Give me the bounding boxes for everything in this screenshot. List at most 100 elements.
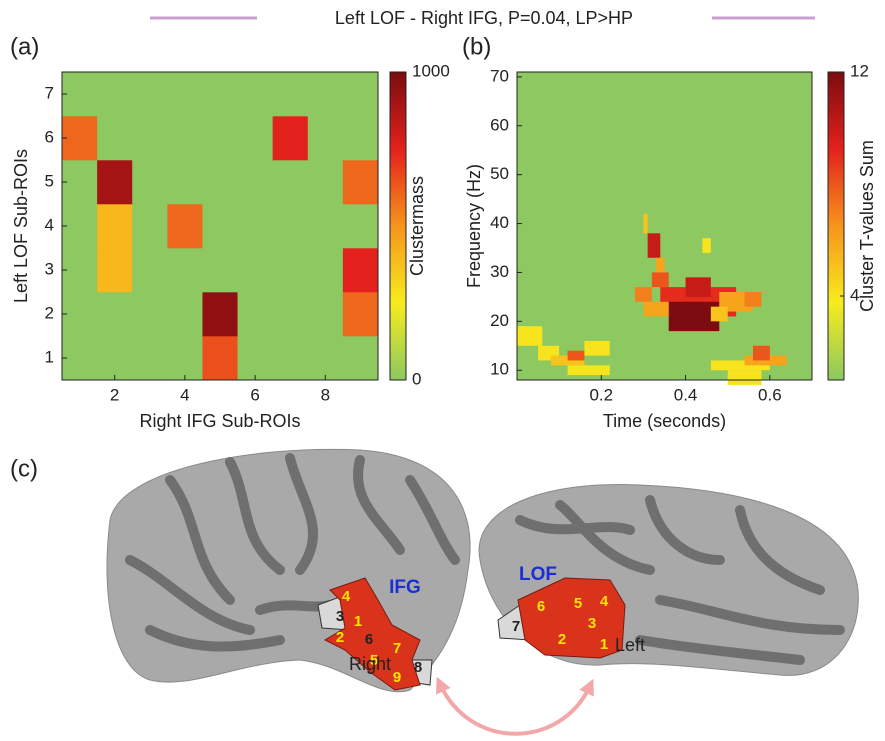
roi-number: 2 (336, 629, 344, 646)
tf-cell (568, 365, 610, 375)
tf-cell (686, 277, 711, 297)
colorbar (390, 72, 406, 380)
tf-cell (517, 326, 542, 346)
tf-cell (635, 287, 652, 302)
heat-cell (343, 248, 378, 292)
heat-cell (97, 336, 132, 380)
y-tick-label: 20 (490, 311, 509, 330)
roi-number: 6 (365, 631, 373, 648)
heat-cell (308, 160, 343, 204)
heat-cell (62, 116, 97, 160)
heat-cell (167, 160, 202, 204)
heat-cell (62, 248, 97, 292)
roi-number: 8 (414, 659, 422, 676)
x-axis-label: Right IFG Sub-ROIs (139, 411, 300, 431)
roi-number: 1 (600, 636, 608, 653)
heat-cell (273, 160, 308, 204)
page: {"header": {"title": "Left LOF - Right I… (0, 0, 885, 741)
heat-cell (167, 116, 202, 160)
x-tick-label: 2 (110, 385, 119, 404)
colorbar-tick-label: 1000 (412, 61, 450, 80)
heat-cell (308, 248, 343, 292)
y-axis-label: Frequency (Hz) (464, 164, 484, 288)
heat-cell (343, 160, 378, 204)
heat-cell (273, 72, 308, 116)
panel-label: (b) (462, 33, 491, 60)
heat-cell (97, 72, 132, 116)
heat-cell (132, 204, 167, 248)
heat-cell (308, 116, 343, 160)
heat-cell (62, 204, 97, 248)
heat-cell (132, 248, 167, 292)
x-tick-label: 4 (180, 385, 189, 404)
heat-cell (308, 292, 343, 336)
heat-cell (238, 248, 273, 292)
y-tick-label: 4 (45, 215, 54, 234)
roi-number: 3 (588, 615, 596, 632)
y-tick-label: 6 (45, 127, 54, 146)
tf-cell (568, 351, 585, 361)
region-label: LOF (519, 564, 557, 585)
heat-cell (238, 292, 273, 336)
x-tick-label: 6 (250, 385, 259, 404)
roi-number: 9 (393, 669, 401, 686)
tf-cell (753, 346, 770, 361)
heat-cell (343, 204, 378, 248)
roi-number: 4 (600, 593, 609, 610)
roi-number: 2 (558, 631, 566, 648)
figure: Left LOF - Right IFG, P=0.04, LP>HP(a)(b… (0, 0, 885, 736)
y-tick-label: 60 (490, 115, 509, 134)
y-tick-label: 2 (45, 303, 54, 322)
colorbar-tick-label: 0 (412, 369, 421, 388)
tf-cell (711, 307, 728, 322)
tf-cell (728, 370, 762, 385)
panel-label: (a) (10, 33, 39, 60)
heat-cell (202, 336, 237, 380)
heat-cell (273, 248, 308, 292)
heat-cell (97, 116, 132, 160)
heat-cell (308, 204, 343, 248)
tf-cell (648, 233, 661, 257)
roi-number: 3 (336, 608, 344, 625)
heat-cell (62, 160, 97, 204)
heat-cell (202, 160, 237, 204)
tf-cell (652, 272, 669, 287)
heat-cell (97, 204, 132, 248)
heat-cell (202, 204, 237, 248)
roi-number: 6 (537, 598, 545, 615)
colorbar-tick-label: 12 (850, 61, 869, 80)
y-axis-label: Left LOF Sub-ROIs (11, 149, 31, 303)
y-tick-label: 5 (45, 171, 54, 190)
tf-cell (656, 258, 664, 273)
hemisphere-label: Left (615, 635, 645, 655)
panel-label: (c) (10, 455, 38, 482)
roi-number: 1 (354, 613, 362, 630)
heat-cell (62, 72, 97, 116)
y-tick-label: 50 (490, 164, 509, 183)
heat-cell (167, 248, 202, 292)
heat-cell (343, 72, 378, 116)
y-tick-label: 70 (490, 66, 509, 85)
tf-cell (643, 302, 668, 317)
y-tick-label: 1 (45, 347, 54, 366)
tf-cell (643, 214, 647, 234)
chart-tf_map: 0.20.40.610203040506070Time (seconds)Fre… (464, 61, 877, 430)
chart-heatmap: 24681234567Right IFG Sub-ROIsLeft LOF Su… (11, 61, 450, 430)
heat-cell (273, 292, 308, 336)
heat-cell (202, 72, 237, 116)
connection-arrow (440, 684, 590, 734)
heat-cell (167, 204, 202, 248)
heat-cell (132, 336, 167, 380)
heat-cell (167, 72, 202, 116)
x-tick-label: 0.4 (674, 385, 698, 404)
heat-cell (202, 292, 237, 336)
roi-number: 7 (512, 618, 520, 635)
heat-cell (343, 292, 378, 336)
y-tick-label: 10 (490, 360, 509, 379)
heat-cell (238, 116, 273, 160)
heat-cell (62, 336, 97, 380)
heat-cell (238, 72, 273, 116)
colorbar-label: Cluster T-values Sum (857, 140, 877, 312)
heat-cell (343, 336, 378, 380)
y-tick-label: 7 (45, 83, 54, 102)
